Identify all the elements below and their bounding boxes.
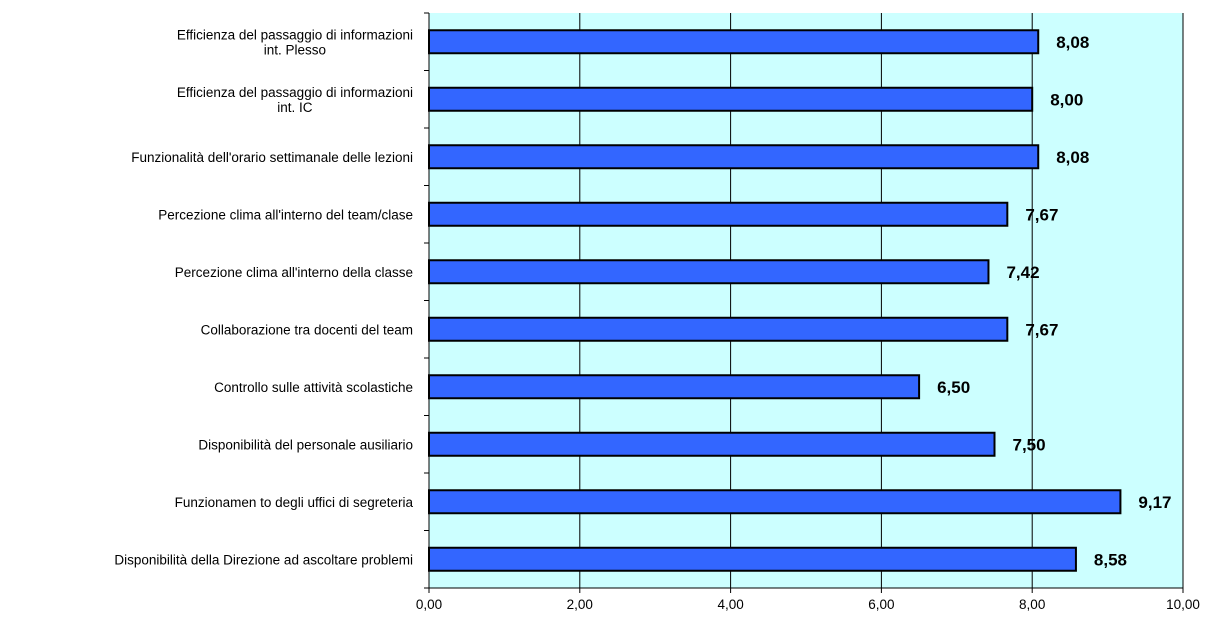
x-tick-label: 0,00 [416, 597, 442, 612]
data-label: 8,58 [1094, 550, 1127, 569]
bar [428, 259, 990, 285]
data-label: 7,42 [1006, 263, 1039, 282]
category-label: Percezione clima all'interno della class… [175, 265, 413, 280]
data-label: 8,08 [1056, 148, 1089, 167]
bar [428, 374, 921, 400]
bar [428, 316, 1009, 342]
bar [428, 144, 1040, 170]
bars [428, 29, 1122, 572]
bar [428, 546, 1077, 572]
category-label: Disponibilità del personale ausiliario [198, 437, 413, 452]
axes [424, 12, 1184, 593]
data-label: 7,67 [1025, 320, 1058, 339]
bar [428, 29, 1040, 55]
data-label: 9,17 [1138, 493, 1171, 512]
category-label: Efficienza del passaggio di informazioni [177, 27, 413, 42]
data-label: 6,50 [937, 378, 970, 397]
category-label: Controllo sulle attività scolastiche [214, 380, 413, 395]
data-label: 8,00 [1050, 90, 1083, 109]
data-label: 7,50 [1013, 435, 1046, 454]
x-tick-label: 2,00 [567, 597, 593, 612]
category-label: Disponibilità della Direzione ad ascolta… [114, 552, 413, 567]
x-tick-label: 6,00 [868, 597, 894, 612]
x-tick-label: 8,00 [1019, 597, 1045, 612]
x-tick-label: 10,00 [1166, 597, 1200, 612]
category-label: Percezione clima all'interno del team/cl… [158, 207, 413, 222]
bar [428, 201, 1009, 227]
bar [428, 86, 1034, 112]
category-label: Efficienza del passaggio di informazioni [177, 85, 413, 100]
bar [428, 431, 996, 457]
category-label: int. Plesso [264, 42, 326, 57]
bar [428, 489, 1122, 515]
category-label: Collaborazione tra docenti del team [201, 322, 413, 337]
category-label: Funzionamen to degli uffici di segreteri… [175, 495, 414, 510]
x-tick-labels: 0,00 2,00 4,00 6,00 8,00 10,00 [416, 597, 1200, 612]
data-labels: 8,08 8,00 8,08 7,67 7,42 7,67 6,50 7,50 9,17 8,58 [937, 33, 1171, 570]
category-labels: Efficienza del passaggio di informazioni… [114, 27, 413, 567]
data-label: 7,67 [1025, 205, 1058, 224]
category-label: int. IC [277, 100, 313, 115]
category-label: Funzionalità dell'orario settimanale del… [131, 150, 413, 165]
data-label: 8,08 [1056, 33, 1089, 52]
x-tick-label: 4,00 [717, 597, 743, 612]
